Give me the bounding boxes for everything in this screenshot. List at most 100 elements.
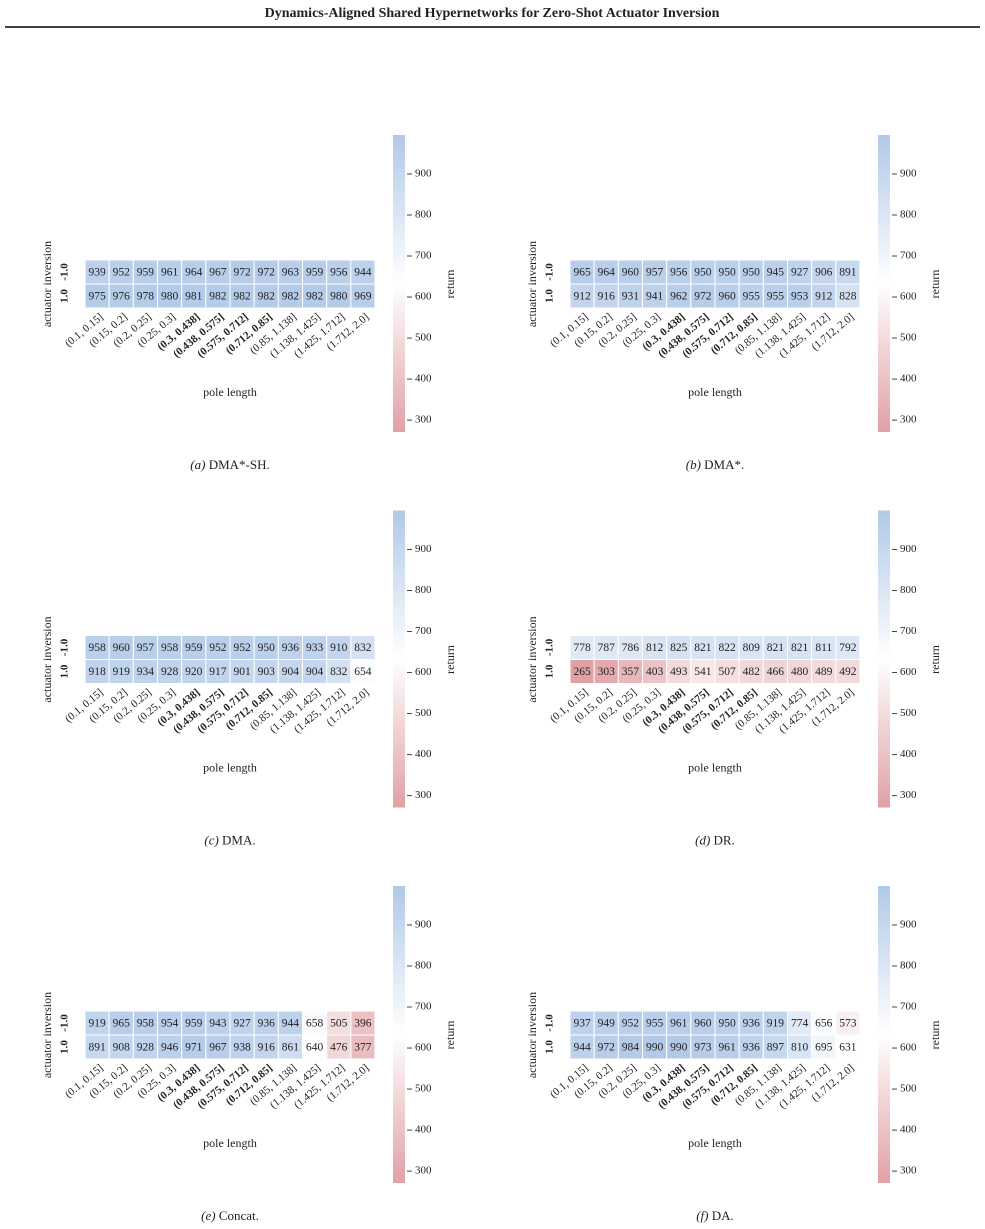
colorbar-tick-label: 900 — [900, 168, 917, 180]
cell-label: 950 — [718, 267, 736, 279]
heatmap-cell — [132, 283, 158, 309]
caption-text: DMA. — [222, 832, 256, 847]
cell-label: 916 — [258, 1042, 276, 1054]
heatmap-cell — [350, 635, 376, 660]
heatmap-cell — [835, 659, 861, 684]
heatmap-cell — [277, 259, 304, 285]
caption-label: (c) — [204, 832, 218, 847]
heatmap-cell — [205, 283, 231, 309]
cell-label: 695 — [815, 1042, 833, 1054]
heatmap-cell — [108, 283, 134, 309]
heatmap-cell — [762, 259, 788, 285]
cell-label: 941 — [646, 291, 664, 303]
heatmap-cell — [350, 259, 376, 285]
cell-label: 960 — [113, 642, 131, 654]
colorbar-tick-label: 300 — [415, 1165, 432, 1177]
heatmap-cell — [132, 1010, 158, 1036]
cell-label: 944 — [282, 1018, 300, 1030]
x-axis-label: pole length — [203, 1136, 257, 1150]
heatmap-cell — [181, 283, 207, 309]
cell-label: 654 — [354, 666, 372, 678]
heatmap-cell — [326, 1034, 352, 1060]
heatmap-cell — [277, 1034, 304, 1060]
colorbar-tick-label: 600 — [900, 291, 917, 303]
cell-label: 955 — [767, 291, 785, 303]
colorbar-tick-label: 500 — [415, 1083, 432, 1095]
colorbar-tick-label: 700 — [900, 625, 917, 637]
cell-label: 982 — [258, 291, 276, 303]
y-tick-label: -1.0 — [544, 1014, 556, 1032]
y-tick-label: 1.0 — [544, 1040, 556, 1054]
heatmap-cell — [181, 1034, 207, 1060]
x-axis-label: pole length — [688, 385, 742, 399]
heatmap-cell — [108, 259, 134, 285]
colorbar-tick-label: 900 — [900, 919, 917, 931]
cell-label: 964 — [185, 267, 203, 279]
heatmap-cell — [738, 1034, 764, 1060]
heatmap-cell — [690, 659, 716, 684]
colorbar-tick-label: 300 — [415, 789, 432, 801]
heatmap-cell — [277, 1010, 304, 1036]
cell-label: 787 — [598, 642, 616, 654]
colorbar-label: return — [443, 1021, 457, 1050]
heatmap-cell — [350, 1034, 376, 1060]
y-tick-label: 1.0 — [59, 664, 71, 678]
cell-label: 906 — [815, 267, 833, 279]
cell-label: 811 — [815, 642, 832, 654]
cell-label: 918 — [88, 666, 106, 678]
cell-label: 919 — [767, 1018, 785, 1030]
cell-label: 982 — [209, 291, 227, 303]
page-title: Dynamics-Aligned Shared Hypernetworks fo… — [265, 6, 720, 21]
heatmap-cell — [229, 283, 255, 309]
cell-label: 822 — [718, 642, 736, 654]
cell-label: 908 — [113, 1042, 131, 1054]
colorbar-tick-label: 700 — [415, 1001, 432, 1013]
cell-label: 825 — [670, 642, 688, 654]
cell-label: 954 — [161, 1018, 179, 1030]
cell-label: 505 — [330, 1018, 348, 1030]
cell-label: 658 — [306, 1018, 324, 1030]
cell-label: 953 — [791, 291, 809, 303]
cell-label: 943 — [209, 1018, 227, 1030]
y-axis-label: actuator inversion — [525, 616, 539, 702]
cell-label: 950 — [743, 267, 761, 279]
colorbar-tick-label: 900 — [415, 919, 432, 931]
cell-label: 861 — [282, 1042, 300, 1054]
colorbar-tick-label: 300 — [415, 414, 432, 426]
x-axis-label: pole length — [203, 760, 257, 774]
cell-label: 963 — [282, 267, 300, 279]
heatmap-cell — [738, 635, 764, 660]
cell-label: 482 — [743, 666, 761, 678]
cell-label: 982 — [282, 291, 300, 303]
colorbar-tick-label: 400 — [415, 1124, 432, 1136]
colorbar-tick-label: 500 — [900, 1083, 917, 1095]
heatmap-cell — [253, 283, 279, 309]
cell-label: 812 — [646, 642, 664, 654]
cell-label: 973 — [694, 1042, 712, 1054]
colorbar-tick-label: 800 — [415, 209, 432, 221]
heatmap-cell — [569, 659, 595, 684]
heatmap-cell — [835, 1034, 861, 1060]
colorbar-tick-label: 500 — [415, 707, 432, 719]
heatmap-cell — [787, 1034, 813, 1060]
cell-label: 965 — [573, 267, 591, 279]
x-axis-label: pole length — [688, 1136, 742, 1150]
heatmap-cell — [229, 1010, 255, 1036]
y-axis-label: actuator inversion — [40, 616, 54, 702]
heatmap-cell — [714, 659, 740, 684]
cell-label: 944 — [354, 267, 372, 279]
y-tick-label: -1.0 — [544, 263, 556, 281]
colorbar-tick-label: 400 — [415, 748, 432, 760]
colorbar — [878, 135, 890, 432]
cell-label: 832 — [330, 666, 348, 678]
cell-label: 950 — [694, 267, 712, 279]
cell-label: 920 — [185, 666, 203, 678]
caption-text: Concat. — [219, 1208, 259, 1223]
heatmap-cell — [690, 1010, 716, 1036]
heatmap-cell — [302, 1010, 328, 1036]
cell-label: 901 — [233, 666, 251, 678]
heatmap-cell — [326, 259, 352, 285]
cell-label: 959 — [185, 1018, 203, 1030]
cell-label: 809 — [743, 642, 761, 654]
